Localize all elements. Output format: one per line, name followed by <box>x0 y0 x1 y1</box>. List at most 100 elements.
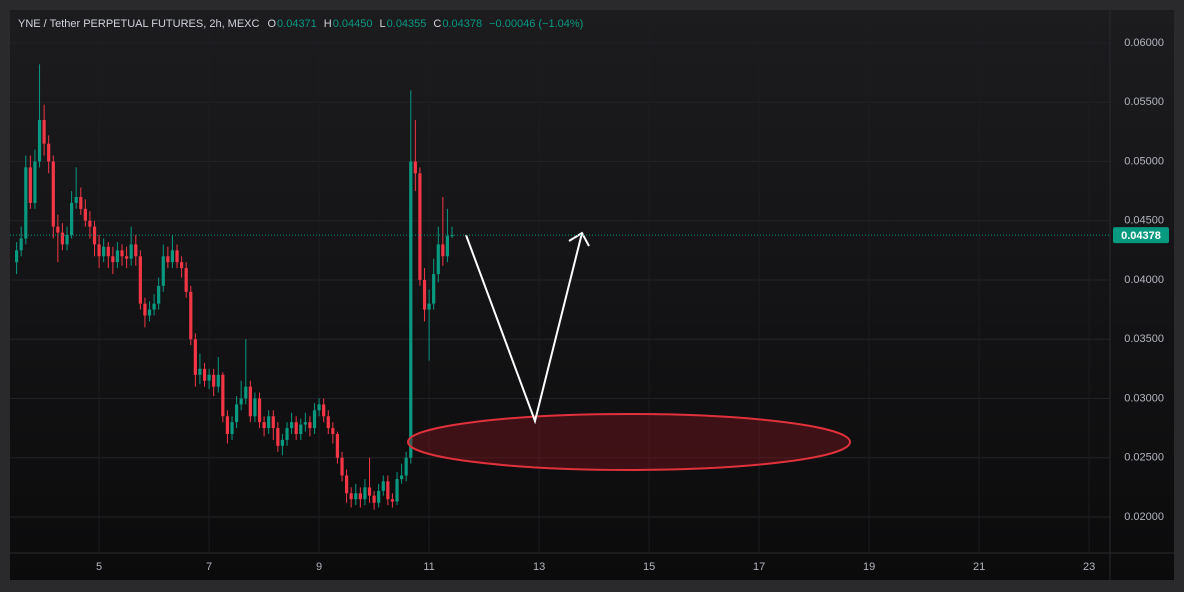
candle-body <box>221 374 225 417</box>
candle-body <box>303 422 307 425</box>
candle-body <box>198 368 202 375</box>
candle-body <box>363 487 367 500</box>
candle-body <box>175 250 179 263</box>
candle-body <box>15 250 19 263</box>
y-tick-label: 0.04500 <box>1124 215 1164 227</box>
candle-body <box>345 475 349 494</box>
candle-body <box>280 439 285 446</box>
candle-body <box>409 161 413 458</box>
candle-body <box>83 208 87 221</box>
candle-body <box>244 386 248 399</box>
candle-body <box>317 404 321 411</box>
candle-body <box>56 226 60 233</box>
candle-body <box>400 475 404 480</box>
candle-body <box>143 303 147 316</box>
candle-body <box>290 422 294 429</box>
candle-body <box>299 424 303 435</box>
x-tick-label: 15 <box>643 561 655 573</box>
candle-body <box>184 268 188 292</box>
candle-body <box>390 499 395 502</box>
candle-body <box>248 386 252 417</box>
candle-body <box>312 410 317 429</box>
candle-body <box>170 250 175 263</box>
candle-body <box>193 339 197 375</box>
candle-body <box>326 416 330 429</box>
candle-body <box>147 309 152 316</box>
chart-background <box>10 10 1174 580</box>
x-tick-label: 17 <box>753 561 765 573</box>
candle-body <box>432 274 436 304</box>
y-tick-label: 0.04000 <box>1124 274 1164 286</box>
y-tick-label: 0.05500 <box>1124 96 1164 108</box>
candle-body <box>285 428 289 440</box>
candle-body <box>377 490 381 503</box>
candle-body <box>51 161 55 227</box>
candle-body <box>111 256 115 263</box>
candle-body <box>189 291 193 340</box>
x-tick-label: 23 <box>1083 561 1095 573</box>
candle-body <box>47 143 51 162</box>
candle-body <box>358 493 362 500</box>
candle-body <box>235 404 239 423</box>
candle-body <box>79 197 83 209</box>
candle-body <box>106 246 110 257</box>
symbol-title: YNE / Tether PERPETUAL FUTURES, 2h, MEXC <box>18 18 260 30</box>
candle-body <box>102 246 106 257</box>
candle-body <box>239 398 243 405</box>
candle-body <box>202 368 207 381</box>
candle-body <box>386 481 390 500</box>
y-tick-label: 0.05000 <box>1124 155 1164 167</box>
field-value: 0.04450 <box>333 18 373 30</box>
candle-body <box>381 481 385 491</box>
y-tick-label: 0.03000 <box>1124 392 1164 404</box>
y-tick-label: 0.02000 <box>1124 511 1164 523</box>
candle-body <box>60 232 65 245</box>
candle-body <box>129 244 133 259</box>
candle-body <box>207 374 211 381</box>
projection-arrow <box>465 232 583 425</box>
candle-body <box>450 235 454 237</box>
zone-ellipse <box>407 413 851 471</box>
candle-body <box>276 428 280 446</box>
candle-body <box>138 256 142 304</box>
x-tick-label: 5 <box>96 561 102 573</box>
candle-body <box>294 422 298 435</box>
legend-header: YNE / Tether PERPETUAL FUTURES, 2h, MEXC… <box>18 18 583 30</box>
candle-body <box>157 285 161 304</box>
candle-body <box>42 119 46 144</box>
y-tick-label: 0.06000 <box>1124 37 1164 49</box>
candle-body <box>349 493 353 500</box>
field-key: L <box>380 18 386 30</box>
x-tick-label: 11 <box>423 561 434 573</box>
candle-body <box>166 256 170 263</box>
arrow-head <box>568 231 590 247</box>
y-tick-label: 0.02500 <box>1124 452 1164 464</box>
candle-body <box>427 303 431 310</box>
candle-body <box>225 416 230 435</box>
candle-body <box>322 404 326 417</box>
candles <box>15 64 454 510</box>
field-key: O <box>267 18 276 30</box>
candle-body <box>88 220 92 227</box>
axes: 0.02000 0.02500 0.03000 0.03500 0.04000 0.045… <box>10 37 1169 573</box>
candle-body <box>404 457 408 476</box>
candle-body <box>413 161 417 174</box>
last-price-label: 0.04378 <box>1121 230 1161 242</box>
candle-body <box>441 244 445 257</box>
candle-body <box>340 457 344 476</box>
candle-body <box>152 303 156 310</box>
candle-body <box>335 434 340 458</box>
candle-body <box>74 197 78 203</box>
candle-body <box>331 428 335 435</box>
field-key: H <box>324 18 332 30</box>
candle-body <box>253 398 257 417</box>
candle-body <box>19 238 23 251</box>
candle-body <box>212 374 216 387</box>
candle-body <box>161 256 165 286</box>
last-price-box <box>1113 227 1169 244</box>
candle-body <box>445 235 450 257</box>
candle-body <box>115 250 120 263</box>
candle-body <box>436 244 440 275</box>
candle-body <box>354 493 358 500</box>
